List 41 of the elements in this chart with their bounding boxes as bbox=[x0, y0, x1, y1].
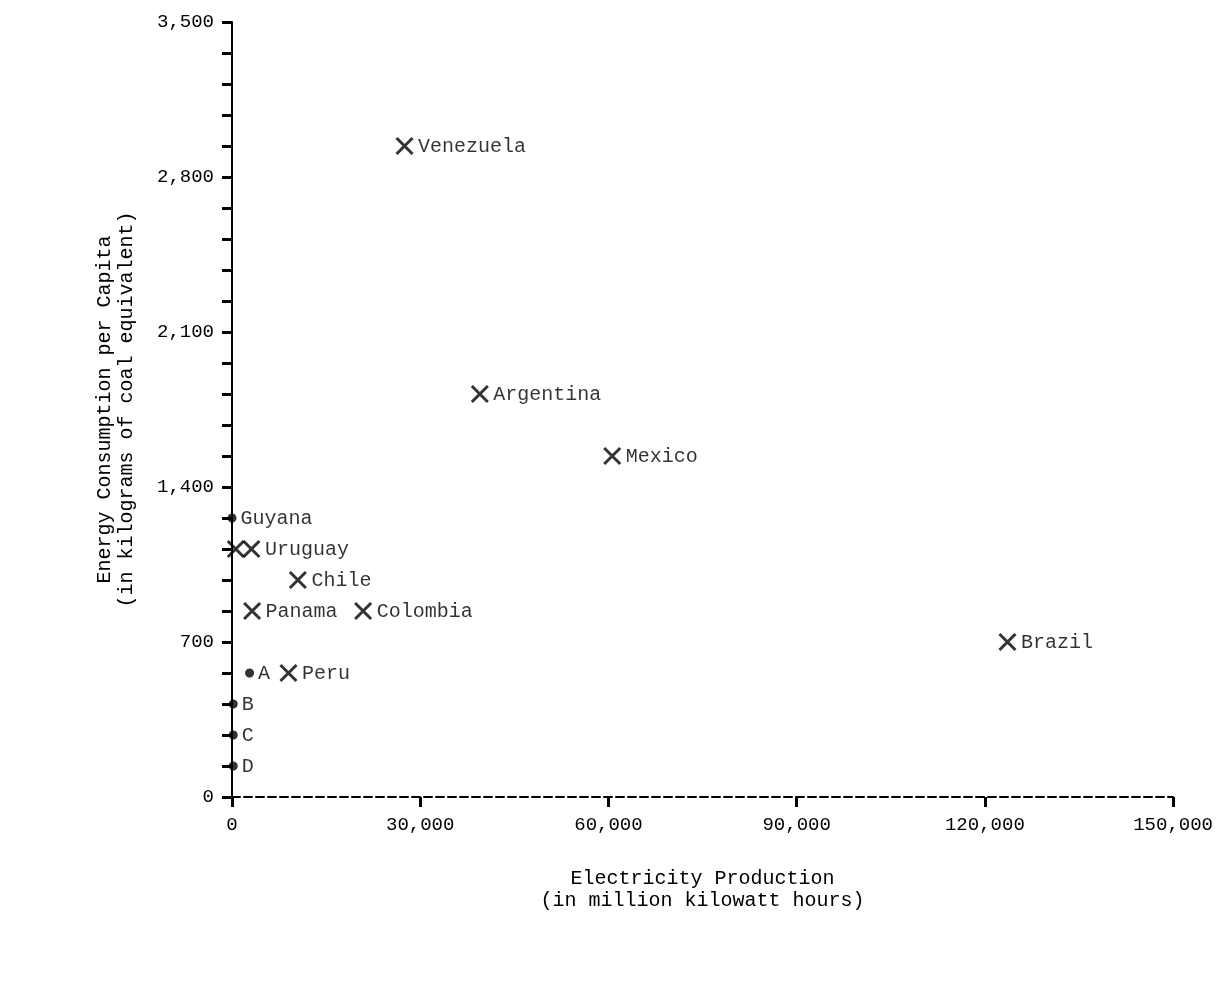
data-label: Guyana bbox=[240, 506, 313, 530]
point bbox=[288, 570, 308, 590]
x-tick-label: 60,000 bbox=[574, 813, 643, 836]
point bbox=[228, 730, 238, 740]
point bbox=[242, 601, 262, 621]
x-axis-title: Electricity Production (in million kilowatt hours) bbox=[540, 866, 865, 912]
data-label: Venezuela bbox=[418, 134, 527, 158]
data-label: Peru bbox=[301, 661, 350, 685]
point bbox=[997, 632, 1017, 652]
x-tick-label: 150,000 bbox=[1133, 813, 1214, 836]
point bbox=[278, 663, 298, 683]
data-label: Uruguay bbox=[264, 537, 349, 561]
x-tick-label: 120,000 bbox=[944, 813, 1025, 836]
x-tick-label: 90,000 bbox=[762, 813, 831, 836]
y-tick-label: 2,100 bbox=[156, 321, 214, 343]
point bbox=[228, 699, 238, 709]
point bbox=[470, 384, 490, 404]
x-tick-label: 30,000 bbox=[386, 813, 455, 836]
y-tick-label: 2,800 bbox=[156, 166, 214, 188]
point bbox=[227, 513, 237, 523]
data-label: C bbox=[241, 723, 254, 747]
y-tick-label: 1,400 bbox=[156, 476, 214, 498]
data-label: Colombia bbox=[376, 599, 473, 623]
data-label: Panama bbox=[265, 599, 338, 623]
y-tick-label: 3,500 bbox=[156, 11, 214, 33]
data-label: D bbox=[241, 754, 254, 778]
point bbox=[602, 446, 622, 466]
point bbox=[395, 136, 415, 156]
data-label: A bbox=[258, 661, 271, 685]
point bbox=[245, 668, 255, 678]
point bbox=[353, 601, 373, 621]
point bbox=[228, 761, 238, 771]
y-axis-title: Energy Consumption per Capita (in kilograms of coal equivalent) bbox=[92, 211, 138, 608]
data-label: Chile bbox=[311, 568, 372, 592]
data-label: B bbox=[241, 692, 254, 716]
data-label: Argentina bbox=[493, 382, 602, 406]
y-tick-label: 700 bbox=[179, 631, 214, 653]
y-tick-label: 0 bbox=[202, 786, 214, 808]
data-label: Brazil bbox=[1020, 630, 1093, 654]
data-label: Mexico bbox=[625, 444, 698, 468]
x-tick-label: 0 bbox=[226, 813, 238, 836]
